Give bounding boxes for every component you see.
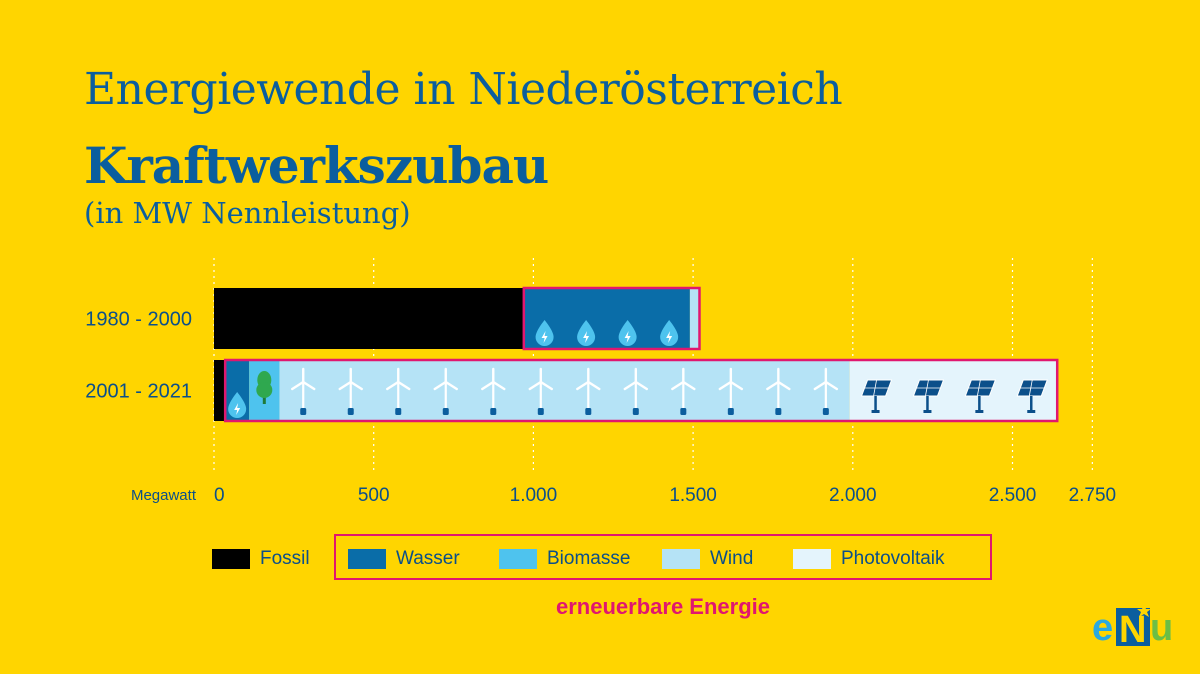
- turbine-blade: [634, 380, 649, 391]
- unit-note: (in MW Nennleistung): [84, 196, 411, 230]
- bar-segment-wind: [279, 360, 850, 421]
- turbine-base: [585, 408, 592, 415]
- x-tick-label: 2.000: [829, 485, 877, 506]
- x-axis-label: Megawatt: [131, 487, 197, 504]
- turbine-base: [632, 408, 639, 415]
- turbine-base: [822, 408, 829, 415]
- x-tick-label: 500: [358, 485, 390, 506]
- turbine-blade: [386, 380, 400, 391]
- turbine-blade: [576, 380, 590, 391]
- turbine-base: [347, 408, 354, 415]
- row-label-1: 2001 - 2021: [85, 381, 192, 403]
- turbine-blade: [528, 380, 542, 391]
- panel-base: [923, 410, 932, 413]
- turbine-base: [727, 408, 734, 415]
- panel-grid: [976, 379, 981, 397]
- turbine-blade: [777, 380, 791, 391]
- turbine-blade: [433, 380, 447, 391]
- panel-base: [1027, 410, 1036, 413]
- turbine-blade: [291, 380, 305, 391]
- x-tick-label: 1.000: [510, 485, 558, 506]
- x-tick-label: 1.500: [669, 485, 717, 506]
- turbine-blade: [492, 380, 506, 391]
- turbine-blade: [338, 380, 352, 391]
- svg-text:N: N: [1119, 609, 1146, 648]
- turbine-blade: [302, 380, 316, 391]
- lightning-icon: [624, 331, 631, 343]
- lightning-icon: [234, 403, 241, 415]
- page-title: Energiewende in Niederösterreich: [84, 64, 843, 115]
- turbine-blade: [766, 380, 780, 391]
- row-labels: 1980 - 2000 2001 - 2021: [85, 309, 192, 403]
- panel-base: [975, 410, 984, 413]
- chart-bars: [214, 288, 1058, 421]
- turbine-blade: [729, 380, 744, 391]
- lightning-icon: [583, 331, 590, 343]
- turbine-blade: [813, 380, 828, 391]
- turbine-base: [537, 408, 544, 415]
- bar-segment-wind: [689, 288, 700, 349]
- x-tick-label: 2.750: [1069, 485, 1117, 506]
- renewable-frame-1: [223, 358, 1059, 423]
- turbine-blade: [824, 380, 839, 391]
- svg-text:e: e: [1092, 607, 1113, 648]
- lightning-icon: [541, 331, 548, 343]
- turbine-blade: [397, 380, 411, 391]
- turbine-blade: [444, 380, 458, 391]
- chart-subtitle: Kraftwerkszubau: [84, 136, 549, 195]
- turbine-base: [300, 408, 307, 415]
- turbine-base: [775, 408, 782, 415]
- renewable-frame-0: [522, 286, 701, 351]
- turbine-blade: [349, 380, 363, 391]
- turbine-base: [395, 408, 402, 415]
- turbine-blade: [682, 380, 696, 391]
- turbine-blade: [587, 380, 601, 391]
- panel-grid: [873, 379, 877, 397]
- chart-icons: [228, 320, 1048, 419]
- bar-segment-fossil: [214, 288, 524, 349]
- renewable-frames: [223, 286, 1059, 423]
- x-axis-ticks: 0 500 1.000 1.500 2.000 2.500 2.750: [214, 485, 1116, 506]
- panel-grid: [1028, 379, 1033, 397]
- tree-crown: [256, 382, 273, 398]
- turbine-blade: [718, 380, 733, 391]
- x-tick-label: 0: [214, 485, 225, 506]
- row-label-0: 1980 - 2000: [85, 309, 192, 331]
- turbine-blade: [623, 380, 638, 391]
- turbine-base: [442, 408, 449, 415]
- bar-segment-fossil: [214, 360, 226, 421]
- turbine-blade: [481, 380, 495, 391]
- turbine-base: [680, 408, 687, 415]
- lightning-icon: [666, 331, 673, 343]
- x-tick-label: 2.500: [989, 485, 1037, 506]
- turbine-base: [490, 408, 497, 415]
- svg-text:u: u: [1150, 607, 1173, 648]
- turbine-blade: [671, 380, 685, 391]
- enu-logo: e N u: [1092, 604, 1173, 648]
- panel-base: [871, 410, 880, 413]
- panel-grid: [925, 379, 929, 397]
- turbine-blade: [539, 380, 553, 391]
